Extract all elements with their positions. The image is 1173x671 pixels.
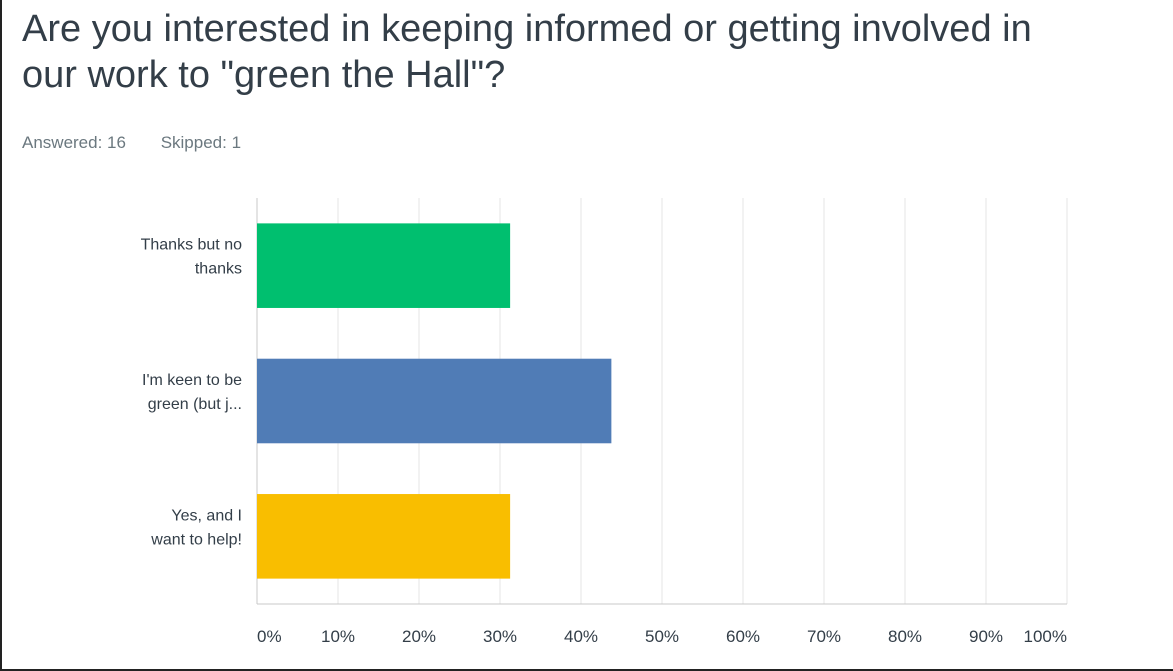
bar	[257, 223, 511, 308]
category-label: Thanks but no	[141, 237, 243, 254]
skipped-count: Skipped: 1	[160, 133, 242, 152]
category-label: thanks	[195, 261, 242, 278]
answered-count: Answered: 16	[22, 133, 126, 152]
x-tick-label: 70%	[807, 627, 841, 646]
response-stats: Answered: 16 Skipped: 1	[22, 133, 271, 153]
bar	[257, 494, 511, 579]
x-tick-label: 100%	[1024, 627, 1067, 646]
x-tick-label: 10%	[321, 627, 355, 646]
x-tick-label: 80%	[888, 627, 922, 646]
x-tick-label: 20%	[402, 627, 436, 646]
category-label: green (but j...	[148, 396, 242, 413]
question-title: Are you interested in keeping informed o…	[22, 8, 1032, 96]
bar	[257, 358, 612, 444]
x-tick-label: 30%	[483, 627, 517, 646]
x-tick-label: 90%	[969, 627, 1003, 646]
x-tick-label: 60%	[726, 627, 760, 646]
x-tick-label: 0%	[257, 627, 282, 646]
category-label: Yes, and I	[171, 507, 242, 524]
x-tick-label: 50%	[645, 627, 679, 646]
category-label: I'm keen to be	[142, 372, 242, 389]
category-label: want to help!	[150, 531, 242, 548]
x-tick-label: 40%	[564, 627, 598, 646]
